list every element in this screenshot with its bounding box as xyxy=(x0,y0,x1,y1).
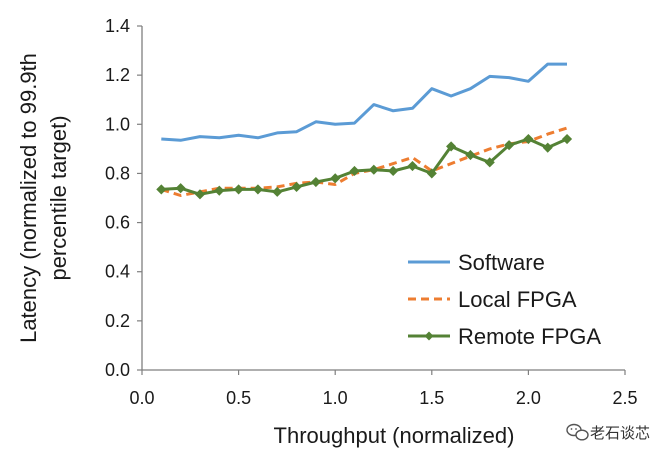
wechat-chat-bubbles-icon xyxy=(566,423,589,441)
y-axis-title: Latency (normalized to 99.9th percentile … xyxy=(16,53,71,343)
x-tick-label: 1.0 xyxy=(323,388,348,408)
watermark: 老石谈芯 xyxy=(566,423,650,442)
data-point-remote-fpga xyxy=(291,181,302,193)
series-remote-fpga xyxy=(156,133,573,200)
data-point-remote-fpga xyxy=(388,165,399,177)
x-axis-title: Throughput (normalized) xyxy=(274,423,515,448)
watermark-text: 老石谈芯 xyxy=(590,424,650,442)
series-software xyxy=(161,62,567,142)
data-point-remote-fpga xyxy=(426,168,437,179)
series-layer xyxy=(156,62,573,200)
y-tick-labels: 0.0 0.2 0.4 0.6 0.8 1.0 1.2 1.4 xyxy=(105,16,130,380)
data-point-remote-fpga xyxy=(233,184,244,195)
x-tick-label: 0.5 xyxy=(226,388,251,408)
data-point-remote-fpga xyxy=(504,140,515,151)
y-tick-label: 0.8 xyxy=(105,163,130,183)
data-point-remote-fpga xyxy=(349,165,360,177)
y-tick-label: 1.2 xyxy=(105,65,130,85)
data-point-remote-fpga xyxy=(175,183,186,194)
legend-entry-software: Software xyxy=(408,250,545,275)
legend-entry-local-fpga: Local FPGA xyxy=(408,287,577,312)
data-point-remote-fpga xyxy=(330,173,341,184)
series-line-remote-fpga xyxy=(161,137,568,196)
data-point-remote-fpga xyxy=(407,160,418,172)
y-tick-label: 1.4 xyxy=(105,16,130,36)
legend-label: Local FPGA xyxy=(458,287,577,312)
data-point-remote-fpga xyxy=(542,142,553,153)
legend-entry-remote-fpga: Remote FPGA xyxy=(408,324,601,349)
data-point-remote-fpga xyxy=(194,189,206,200)
data-point-remote-fpga xyxy=(156,184,167,195)
data-point-remote-fpga xyxy=(465,149,476,161)
x-tick-label: 2.5 xyxy=(612,388,637,408)
data-point-remote-fpga xyxy=(368,164,379,175)
data-point-remote-fpga xyxy=(214,185,225,196)
x-tick-label: 0.0 xyxy=(129,388,154,408)
data-point-remote-fpga xyxy=(272,186,283,197)
y-tick-label: 0.6 xyxy=(105,213,130,233)
plot-axes xyxy=(137,25,626,375)
x-tick-label: 2.0 xyxy=(516,388,541,408)
y-tick-label: 0.4 xyxy=(105,262,130,282)
x-tick-label: 1.5 xyxy=(419,388,444,408)
y-tick-label: 1.0 xyxy=(105,114,130,134)
y-tick-label: 0.0 xyxy=(105,360,130,380)
legend-label: Software xyxy=(458,250,545,275)
series-line-software xyxy=(161,62,567,142)
legend-marker xyxy=(424,331,434,341)
data-point-remote-fpga xyxy=(523,133,534,145)
data-point-remote-fpga xyxy=(252,184,263,195)
data-point-remote-fpga xyxy=(484,157,495,168)
data-point-remote-fpga xyxy=(310,176,321,188)
y-tick-label: 0.2 xyxy=(105,311,130,331)
y-axis-title-line-2: percentile target) xyxy=(46,115,71,280)
y-axis-title-line-1: Latency (normalized to 99.9th xyxy=(16,53,41,343)
data-point-remote-fpga xyxy=(446,141,457,152)
legend-label: Remote FPGA xyxy=(458,324,601,349)
data-point-remote-fpga xyxy=(561,133,573,145)
chart-legend: Software Local FPGA Remote FPGA xyxy=(408,250,601,349)
x-tick-labels: 0.0 0.5 1.0 1.5 2.0 2.5 xyxy=(129,388,637,408)
